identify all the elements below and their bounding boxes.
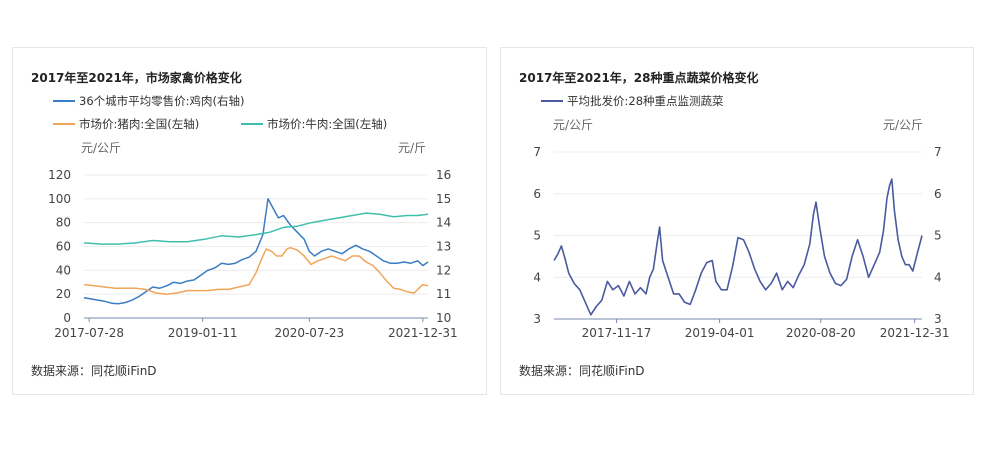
data-source: 数据来源：同花顺iFinD: [31, 364, 157, 378]
y-tick-label-left: 0: [63, 311, 71, 325]
y-tick-label-right: 7: [934, 145, 942, 159]
left-axis-unit: 元/公斤: [81, 141, 121, 155]
y-tick-label-left: 20: [56, 287, 71, 301]
y-tick-label-right: 10: [436, 311, 451, 325]
chart-panel-vegetables: 2017年至2021年，28种重点蔬菜价格变化 平均批发价:28种重点监测蔬菜 …: [500, 47, 974, 395]
y-tick-label-right: 14: [436, 216, 451, 230]
y-tick-label-left: 6: [533, 187, 541, 201]
x-tick-label: 2021-12-31: [880, 326, 950, 340]
series-line-2: [83, 212, 429, 245]
legend-swatch-beef: [241, 123, 263, 125]
y-tick-label-right: 4: [934, 270, 942, 284]
legend-swatch-chicken: [53, 100, 75, 102]
y-tick-label-right: 13: [436, 240, 451, 254]
y-tick-label-right: 11: [436, 287, 451, 301]
legend-item-pork[interactable]: 市场价:猪肉:全国(左轴): [53, 116, 199, 132]
legend-item-vegetables[interactable]: 平均批发价:28种重点监测蔬菜: [541, 93, 724, 109]
x-tick-label: 2017-07-28: [54, 326, 124, 340]
series-line-1: [83, 246, 429, 295]
chart-panel-poultry: 2017年至2021年，市场家禽价格变化 36个城市平均零售价:鸡肉(右轴) 市…: [12, 47, 487, 395]
y-tick-label-right: 6: [934, 187, 942, 201]
chart-plot-poultry: 元/公斤 元/斤 0 20 40 60 80 100 120 10 11 12 13 14 15 16 2017…: [48, 141, 458, 340]
data-source: 数据来源：同花顺iFinD: [519, 364, 645, 378]
x-tick-label: 2019-04-01: [685, 326, 755, 340]
y-tick-label-left: 40: [56, 263, 71, 277]
right-axis-unit: 元/斤: [398, 141, 426, 155]
y-tick-label-right: 12: [436, 263, 451, 277]
series-line-0: [553, 178, 923, 316]
chart-plot-vegetables: 元/公斤 元/公斤 3 3 4 4 5 5 6 6 7 7 2017-11-17 2019-04-01 20…: [533, 118, 950, 340]
x-tick-label: 2021-12-31: [388, 326, 458, 340]
y-tick-label-right: 5: [934, 229, 942, 243]
y-tick-label-right: 16: [436, 168, 451, 182]
right-axis-unit: 元/公斤: [883, 118, 923, 132]
y-tick-label-left: 7: [533, 145, 541, 159]
y-tick-label-left: 3: [533, 312, 541, 326]
left-axis-unit: 元/公斤: [553, 118, 593, 132]
x-tick-label: 2019-01-11: [168, 326, 238, 340]
chart-title: 2017年至2021年，28种重点蔬菜价格变化: [519, 71, 759, 85]
chart-title: 2017年至2021年，市场家禽价格变化: [31, 71, 242, 85]
y-tick-label-right: 15: [436, 192, 451, 206]
y-tick-label-left: 60: [56, 240, 71, 254]
legend-label: 平均批发价:28种重点监测蔬菜: [567, 94, 724, 108]
legend-label: 市场价:牛肉:全国(左轴): [267, 117, 388, 131]
y-tick-label-right: 3: [934, 312, 942, 326]
x-tick-label: 2020-07-23: [274, 326, 344, 340]
y-tick-label-left: 100: [48, 192, 71, 206]
x-tick-label: 2017-11-17: [582, 326, 652, 340]
series-line-0: [83, 198, 429, 305]
y-tick-label-left: 5: [533, 229, 541, 243]
legend-item-beef[interactable]: 市场价:牛肉:全国(左轴): [241, 116, 387, 132]
legend-item-chicken[interactable]: 36个城市平均零售价:鸡肉(右轴): [53, 93, 244, 109]
y-tick-label-left: 4: [533, 270, 541, 284]
legend-swatch-pork: [53, 123, 75, 125]
y-tick-label-left: 120: [48, 168, 71, 182]
x-tick-label: 2020-08-20: [786, 326, 856, 340]
y-tick-label-left: 80: [56, 216, 71, 230]
legend-label: 市场价:猪肉:全国(左轴): [79, 117, 200, 131]
legend-swatch-vegetables: [541, 100, 563, 102]
legend-label: 36个城市平均零售价:鸡肉(右轴): [79, 94, 245, 108]
